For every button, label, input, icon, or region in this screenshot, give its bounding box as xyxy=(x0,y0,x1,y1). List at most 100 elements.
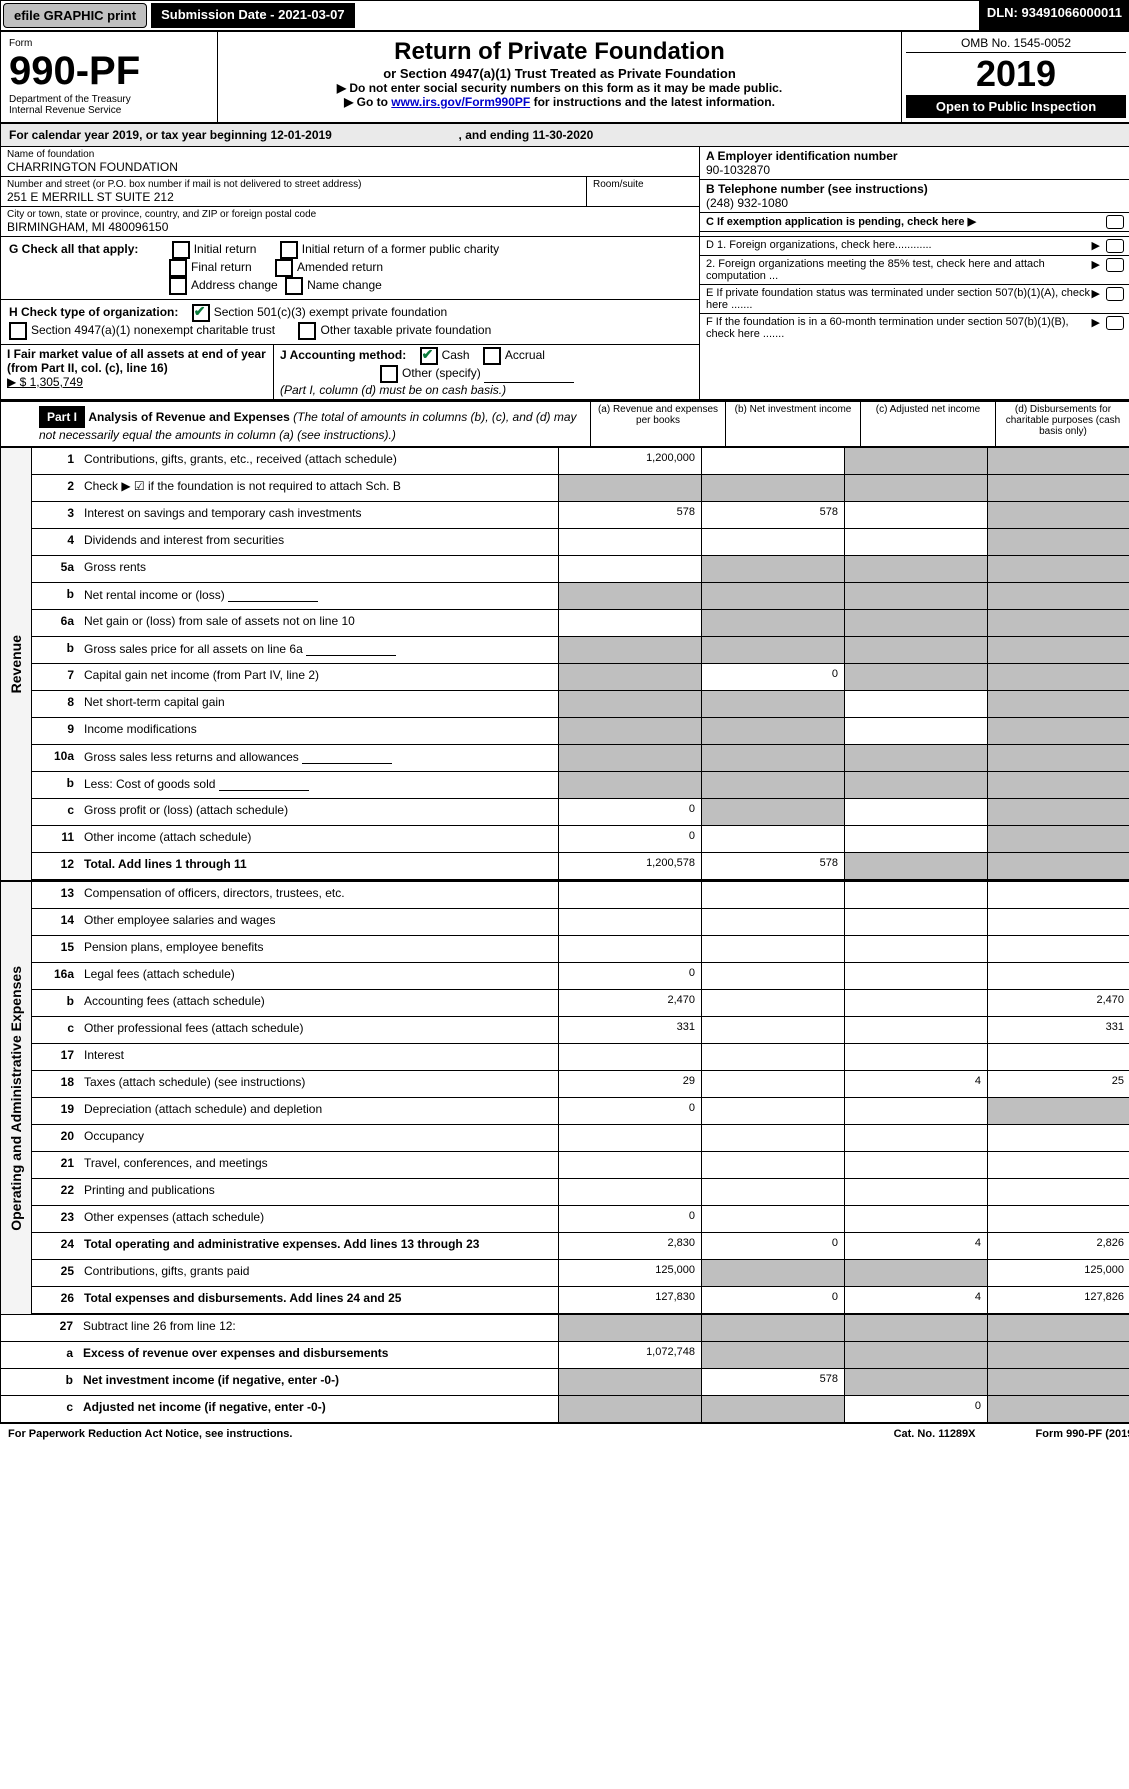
cell-c xyxy=(844,556,987,582)
accrual-label: Accrual xyxy=(505,348,545,362)
name-change-checkbox[interactable] xyxy=(285,277,303,295)
initial-public-checkbox[interactable] xyxy=(280,241,298,259)
line-desc: Taxes (attach schedule) (see instruction… xyxy=(80,1071,558,1097)
cell-b xyxy=(701,882,844,908)
line-num: 6a xyxy=(32,610,80,636)
final-return-checkbox[interactable] xyxy=(169,259,187,277)
line-num: 10a xyxy=(32,745,80,771)
line-num: 18 xyxy=(32,1071,80,1097)
form-number: 990-PF xyxy=(9,49,209,94)
cell-c xyxy=(844,529,987,555)
501c3-checkbox[interactable] xyxy=(192,304,210,322)
cell-a xyxy=(558,772,701,798)
line-num: 12 xyxy=(32,853,80,879)
e-label: E If private foundation status was termi… xyxy=(706,287,1092,311)
dln-label: DLN: 93491066000011 xyxy=(979,1,1129,30)
cell-c xyxy=(844,637,987,663)
cell-d xyxy=(987,1315,1129,1341)
initial-return-checkbox[interactable] xyxy=(172,241,190,259)
initial-public-label: Initial return of a former public charit… xyxy=(302,242,499,256)
cell-c xyxy=(844,1179,987,1205)
line-desc: Other professional fees (attach schedule… xyxy=(80,1017,558,1043)
section-c-checkbox[interactable] xyxy=(1106,215,1124,229)
irs-label: Internal Revenue Service xyxy=(9,105,209,116)
open-public-badge: Open to Public Inspection xyxy=(906,95,1126,118)
cell-d xyxy=(987,502,1129,528)
line-desc: Legal fees (attach schedule) xyxy=(80,963,558,989)
line-desc: Gross sales price for all assets on line… xyxy=(80,637,558,663)
calendar-year-row: For calendar year 2019, or tax year begi… xyxy=(1,124,1129,147)
cell-a: 1,200,000 xyxy=(558,448,701,474)
cell-a: 0 xyxy=(558,799,701,825)
line-num: b xyxy=(31,1369,79,1395)
cell-a xyxy=(558,745,701,771)
line-l16b: b Accounting fees (attach schedule) 2,47… xyxy=(32,990,1129,1017)
form-note1: ▶ Do not enter social security numbers o… xyxy=(226,81,893,95)
line-num: 25 xyxy=(32,1260,80,1286)
4947a1-label: Section 4947(a)(1) nonexempt charitable … xyxy=(31,323,275,337)
d2-checkbox[interactable] xyxy=(1106,258,1124,272)
ein-label: A Employer identification number xyxy=(706,149,1124,163)
line-l2: 2 Check ▶ ☑ if the foundation is not req… xyxy=(32,475,1129,502)
cell-d xyxy=(987,1179,1129,1205)
cell-b: 0 xyxy=(701,1287,844,1313)
line-num: 21 xyxy=(32,1152,80,1178)
line-desc: Accounting fees (attach schedule) xyxy=(80,990,558,1016)
cell-d xyxy=(987,448,1129,474)
line-num: 5a xyxy=(32,556,80,582)
line-l17: 17 Interest xyxy=(32,1044,1129,1071)
other-method-checkbox[interactable] xyxy=(380,365,398,383)
cell-c xyxy=(844,502,987,528)
cell-c xyxy=(844,1342,987,1368)
section-c-label: C If exemption application is pending, c… xyxy=(706,215,1100,228)
line-l10c: c Gross profit or (loss) (attach schedul… xyxy=(32,799,1129,826)
other-taxable-checkbox[interactable] xyxy=(298,322,316,340)
line-desc: Net gain or (loss) from sale of assets n… xyxy=(80,610,558,636)
cell-a xyxy=(558,1315,701,1341)
cell-a xyxy=(558,909,701,935)
cell-b: 578 xyxy=(701,1369,844,1395)
address-change-checkbox[interactable] xyxy=(169,277,187,295)
d1-checkbox[interactable] xyxy=(1106,239,1124,253)
4947a1-checkbox[interactable] xyxy=(9,322,27,340)
calyear-end: 11-30-2020 xyxy=(533,128,594,142)
cell-c xyxy=(844,475,987,501)
note2-pre: ▶ Go to xyxy=(344,95,391,109)
efile-print-button[interactable]: efile GRAPHIC print xyxy=(3,3,147,28)
cell-b xyxy=(701,799,844,825)
city-value: BIRMINGHAM, MI 480096150 xyxy=(7,220,693,234)
tax-year: 2019 xyxy=(906,53,1126,95)
cell-b xyxy=(701,1260,844,1286)
cell-b xyxy=(701,691,844,717)
line-l27a: a Excess of revenue over expenses and di… xyxy=(1,1342,1129,1369)
line-l5b: b Net rental income or (loss) xyxy=(32,583,1129,610)
cell-b xyxy=(701,475,844,501)
line-l10b: b Less: Cost of goods sold xyxy=(32,772,1129,799)
form990pf-link[interactable]: www.irs.gov/Form990PF xyxy=(391,95,530,109)
line-num: 7 xyxy=(32,664,80,690)
cell-d xyxy=(987,718,1129,744)
cell-a: 125,000 xyxy=(558,1260,701,1286)
amended-return-checkbox[interactable] xyxy=(275,259,293,277)
e-checkbox[interactable] xyxy=(1106,287,1124,301)
cell-a xyxy=(558,637,701,663)
line-num: 14 xyxy=(32,909,80,935)
line-num: 27 xyxy=(31,1315,79,1341)
line-desc: Gross profit or (loss) (attach schedule) xyxy=(80,799,558,825)
cell-b xyxy=(701,1342,844,1368)
line-desc: Less: Cost of goods sold xyxy=(80,772,558,798)
line-l27c: c Adjusted net income (if negative, ente… xyxy=(1,1396,1129,1423)
cell-b xyxy=(701,556,844,582)
line-desc: Excess of revenue over expenses and disb… xyxy=(79,1342,558,1368)
cell-b xyxy=(701,637,844,663)
line-l19: 19 Depreciation (attach schedule) and de… xyxy=(32,1098,1129,1125)
line-desc: Gross rents xyxy=(80,556,558,582)
f-checkbox[interactable] xyxy=(1106,316,1124,330)
cell-c xyxy=(844,936,987,962)
cell-d xyxy=(987,1098,1129,1124)
line-desc: Depreciation (attach schedule) and deple… xyxy=(80,1098,558,1124)
accrual-checkbox[interactable] xyxy=(483,347,501,365)
cell-b xyxy=(701,936,844,962)
cell-a: 2,470 xyxy=(558,990,701,1016)
cash-checkbox[interactable] xyxy=(420,347,438,365)
